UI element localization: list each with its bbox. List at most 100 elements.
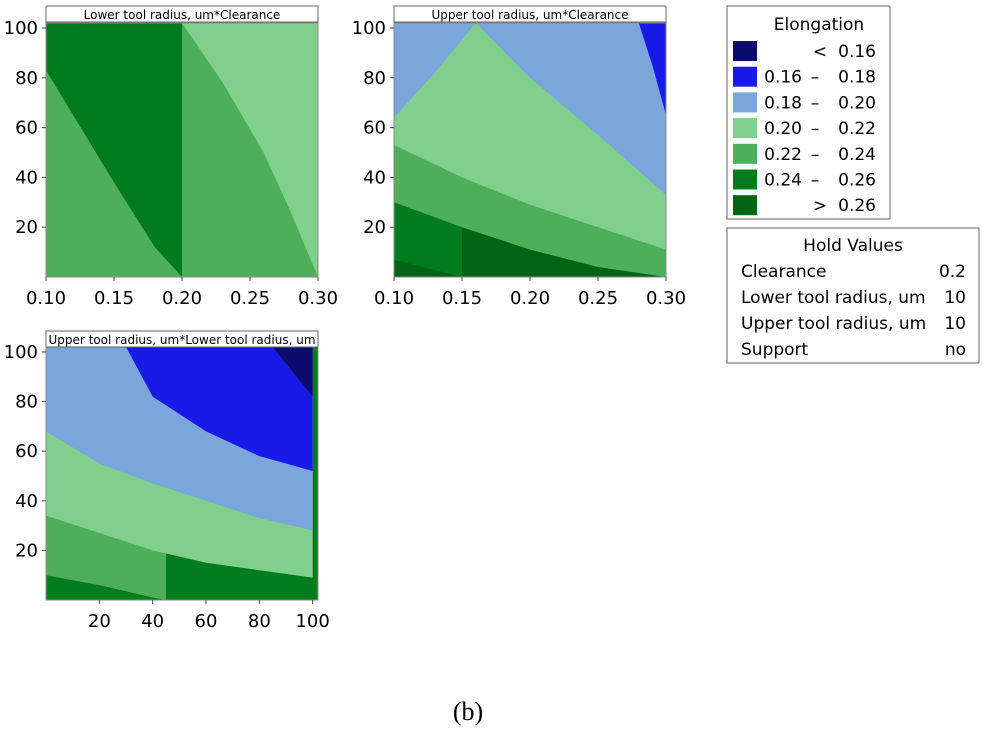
panel-title-strip: [45, 330, 319, 348]
legend-swatch: [733, 92, 757, 113]
legend-item: 0.16–0.18: [733, 66, 876, 88]
legend-operator: –: [811, 68, 820, 88]
hold-value-name: Lower tool radius, um: [741, 288, 926, 308]
contour-panel-2: Upper tool radius, um*Clearance 0.10 0.15 0…: [352, 5, 686, 309]
legend-low: 0.20: [764, 119, 802, 139]
x-tick-label: 0.25: [578, 288, 618, 309]
legend-operator: –: [811, 119, 820, 139]
y-tick-label: 60: [15, 118, 38, 139]
legend-high: 0.16: [838, 42, 876, 62]
legend-items: <0.160.16–0.180.18–0.200.20–0.220.22–0.2…: [733, 41, 876, 216]
x-tick-label: 40: [141, 611, 164, 632]
hold-values-title: Hold Values: [803, 236, 903, 256]
contour-region: [394, 23, 666, 195]
y-tick-label: 40: [363, 167, 386, 188]
x-tick-label: 0.30: [298, 288, 338, 309]
x-tick-label: 0.10: [374, 288, 414, 309]
legend-high: 0.24: [838, 145, 876, 165]
x-tick-label: 60: [195, 611, 218, 632]
contour-panel-1: Lower tool radius, um*Clearance 0.10 0.15 0…: [4, 5, 338, 309]
contour-region: [182, 23, 318, 277]
elongation-legend: Elongation <0.160.16–0.180.18–0.200.20–0…: [726, 5, 891, 220]
legend-operator: –: [811, 171, 820, 191]
panel-title-strip: [393, 5, 667, 23]
legend-low: 0.24: [764, 171, 802, 191]
legend-swatch: [733, 195, 757, 216]
y-tick-label: 80: [15, 68, 38, 89]
y-tick-label: 80: [15, 392, 38, 413]
legend-high: 0.20: [838, 93, 876, 113]
legend-swatch: [733, 118, 757, 139]
contour-region: [46, 23, 182, 277]
contour-panel-3: Upper tool radius, um*Lower tool radius,…: [4, 330, 330, 632]
y-tick-label: 20: [363, 217, 386, 238]
hold-value-row: Lower tool radius, um 10: [741, 288, 966, 308]
y-tick-label: 100: [4, 342, 38, 363]
legend-operator: <: [813, 42, 827, 62]
contour-region: [126, 347, 313, 472]
legend-high: 0.22: [838, 119, 876, 139]
legend-swatch: [733, 143, 757, 164]
legend-swatch: [733, 169, 757, 190]
y-tick-label: 20: [15, 217, 38, 238]
x-tick-label: 0.30: [646, 288, 686, 309]
y-tick-label: 40: [15, 167, 38, 188]
panel-title: Upper tool radius, um*Lower tool radius,…: [48, 333, 315, 347]
y-tick-label: 100: [4, 18, 38, 39]
legend-high: 0.18: [838, 68, 876, 88]
legend-item: 0.20–0.22: [733, 118, 876, 139]
legend-swatch: [733, 41, 757, 61]
hold-value-row: Upper tool radius, um 10: [741, 314, 966, 334]
hold-value-value: 10: [944, 288, 966, 308]
x-tick-label: 0.20: [510, 288, 550, 309]
legend-title: Elongation: [774, 15, 864, 35]
hold-value-name: Support: [741, 340, 809, 360]
legend-operator: >: [813, 196, 827, 216]
x-tick-label: 0.25: [230, 288, 270, 309]
panel-title-strip: [45, 5, 319, 23]
hold-value-value: 10: [944, 314, 966, 334]
figure-caption: (b): [453, 697, 483, 726]
x-tick-label: 0.10: [26, 288, 66, 309]
legend-item: >0.26: [733, 195, 876, 216]
legend-low: 0.18: [764, 93, 802, 113]
hold-value-name: Upper tool radius, um: [741, 314, 926, 334]
x-tick-label: 0.20: [162, 288, 202, 309]
y-tick-label: 60: [15, 441, 38, 462]
y-tick-label: 60: [363, 118, 386, 139]
legend-high: 0.26: [838, 171, 876, 191]
hold-value-row: Clearance 0.2: [741, 262, 966, 282]
legend-low: 0.16: [764, 68, 802, 88]
legend-item: 0.18–0.20: [733, 92, 876, 113]
hold-value-value: 0.2: [939, 262, 966, 282]
contour-regions: [394, 23, 666, 277]
panel-title: Lower tool radius, um*Clearance: [84, 8, 281, 22]
legend-item: 0.22–0.24: [733, 143, 876, 165]
x-tick-label: 0.15: [442, 288, 482, 309]
hold-values-frame: [726, 227, 980, 364]
y-tick-label: 20: [15, 540, 38, 561]
y-tick-label: 80: [363, 68, 386, 89]
legend-operator: –: [811, 93, 820, 113]
y-tick-label: 40: [15, 491, 38, 512]
contour-panels: Lower tool radius, um*Clearance 0.10 0.15 0…: [4, 5, 686, 632]
hold-value-row: Support no: [741, 340, 966, 360]
hold-value-name: Clearance: [741, 262, 826, 282]
x-tick-label: 80: [248, 611, 271, 632]
legend-swatch: [733, 66, 757, 87]
x-tick-label: 100: [295, 611, 329, 632]
panel-title: Upper tool radius, um*Clearance: [431, 8, 628, 22]
x-tick-label: 20: [88, 611, 111, 632]
legend-low: 0.22: [764, 145, 802, 165]
contour-region: [272, 347, 313, 397]
y-tick-label: 100: [352, 18, 386, 39]
contour-region: [638, 23, 666, 116]
legend-operator: –: [811, 145, 820, 165]
hold-value-value: no: [945, 340, 966, 360]
legend-item: <0.16: [733, 41, 876, 62]
contour-regions: [46, 347, 318, 600]
hold-values-box: Hold Values Clearance 0.2 Lower tool radiu…: [726, 227, 980, 364]
legend-high: 0.26: [838, 196, 876, 216]
